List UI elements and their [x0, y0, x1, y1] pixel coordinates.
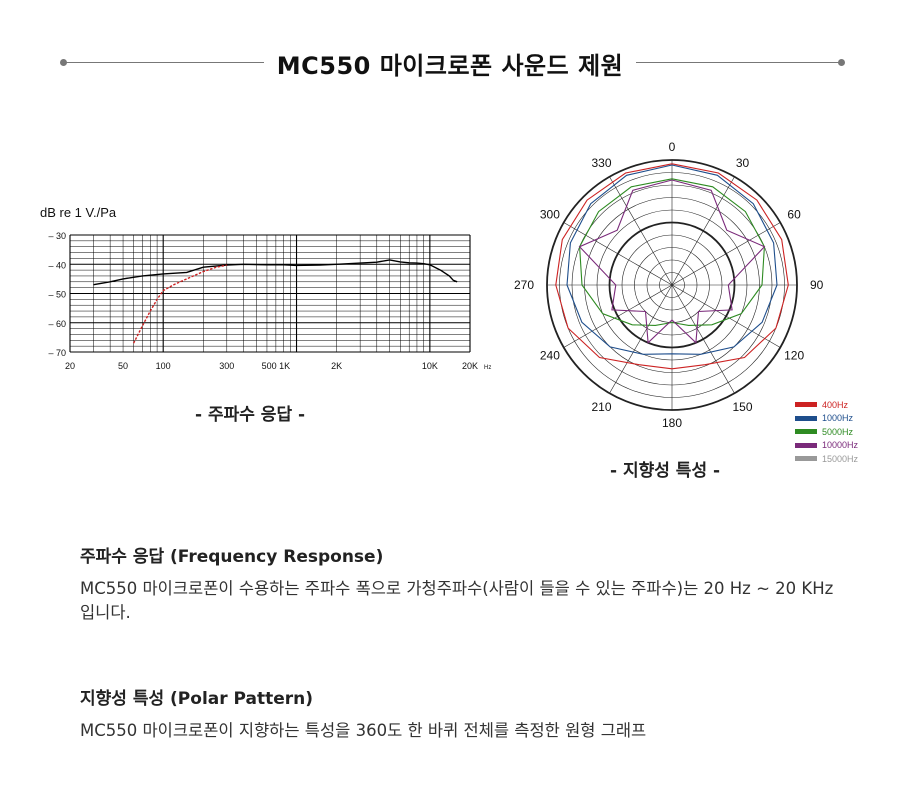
freq-x-tick-label: 100 — [156, 361, 171, 371]
header-dot-left — [60, 59, 67, 66]
legend-swatch-1000hz — [795, 415, 817, 421]
polar-spoke — [671, 284, 781, 348]
freq-y-tick-label: – 40 — [48, 260, 66, 270]
header-rule-right — [636, 62, 842, 63]
polar-spoke — [671, 284, 735, 394]
legend-label-5000hz: 5000Hz — [822, 426, 854, 437]
polar-pattern-chart: 0 30 60 90 120 150 180 210 240 270 300 330 — [514, 140, 824, 430]
page-title: MC550 마이크로폰 사운드 제원 — [276, 52, 624, 80]
legend-label-400hz: 400Hz — [822, 399, 849, 410]
freq-series-line-0 — [93, 259, 458, 286]
legend-item-10000hz: 10000Hz — [795, 439, 895, 453]
freq-y-tick-label: – 30 — [48, 231, 66, 241]
frequency-response-caption: - 주파수 응답 - — [195, 405, 306, 425]
freq-x-tick-label: 20 — [65, 361, 75, 371]
freq-x-tick-label: 50 — [118, 361, 128, 371]
page-header: MC550 마이크로폰 사운드 제원 — [0, 40, 900, 90]
polar-spoke — [563, 222, 673, 286]
freq-x-unit-label: Hz — [484, 365, 491, 371]
polar-angle-label: 120 — [784, 349, 804, 363]
freq-x-tick-label: 500 1K — [262, 361, 291, 371]
polar-series-line-0 — [555, 163, 789, 370]
legend-label-10000hz: 10000Hz — [822, 440, 859, 451]
legend-swatch-5000hz — [795, 429, 817, 435]
legend-item-1000hz: 1000Hz — [795, 412, 895, 426]
freq-x-tick-label: 300 — [219, 361, 234, 371]
freq-y-tick-label: – 70 — [48, 348, 66, 358]
frequency-response-section: 주파수 응답 (Frequency Response) MC550 마이크로폰이… — [80, 542, 840, 625]
polar-spoke — [609, 176, 673, 286]
polar-series-line-2 — [579, 178, 765, 326]
legend-label-1000hz: 1000Hz — [822, 413, 854, 424]
legend-item-400hz: 400Hz — [795, 398, 895, 412]
polar-angle-label: 180 — [662, 416, 682, 430]
freq-x-tick-label: 2K — [331, 361, 342, 371]
polar-angle-label: 330 — [591, 156, 611, 170]
polar-pattern-description: MC550 마이크로폰이 지향하는 특성을 360도 한 바퀴 전체를 측정한 … — [80, 721, 647, 740]
legend-item-15000hz: 15000Hz — [795, 452, 895, 466]
polar-pattern-heading: 지향성 특성 (Polar Pattern) — [80, 689, 314, 709]
polar-angle-label: 30 — [736, 156, 750, 170]
legend-item-5000hz: 5000Hz — [795, 425, 895, 439]
polar-angle-label: 60 — [787, 208, 801, 222]
freq-y-axis-label: dB re 1 V./Pa — [40, 205, 117, 220]
polar-angle-label: 240 — [540, 349, 560, 363]
freq-series-line-1 — [132, 264, 227, 344]
freq-y-tick-label: – 50 — [48, 290, 66, 300]
polar-angle-label: 0 — [669, 140, 676, 154]
polar-spoke — [671, 222, 781, 286]
legend-swatch-10000hz — [795, 442, 817, 448]
polar-angle-label: 270 — [514, 278, 534, 292]
legend-swatch-15000hz — [795, 456, 817, 462]
polar-spoke — [671, 176, 735, 286]
polar-spoke — [563, 284, 673, 348]
polar-pattern-section: 지향성 특성 (Polar Pattern) MC550 마이크로폰이 지향하는… — [80, 684, 840, 743]
polar-angle-label: 90 — [810, 278, 824, 292]
polar-angle-label: 210 — [591, 400, 611, 414]
header-rule-left — [64, 62, 264, 63]
freq-y-tick-label: – 60 — [48, 319, 66, 329]
freq-x-tick-label: 10K — [422, 361, 438, 371]
legend-label-15000hz: 15000Hz — [822, 453, 859, 464]
polar-pattern-caption: - 지향성 특성 - — [610, 461, 721, 481]
legend-swatch-400hz — [795, 402, 817, 408]
freq-x-tick-label: 20K — [462, 361, 478, 371]
frequency-response-description: MC550 마이크로폰이 수용하는 주파수 폭으로 가청주파수(사람이 들을 수… — [80, 579, 834, 622]
polar-legend: 400Hz 1000Hz 5000Hz 10000Hz 15000Hz — [795, 398, 895, 466]
polar-angle-label: 150 — [732, 400, 752, 414]
frequency-response-heading: 주파수 응답 (Frequency Response) — [80, 547, 384, 567]
header-dot-right — [838, 59, 845, 66]
polar-spoke — [609, 284, 673, 394]
polar-series-line-3 — [578, 179, 766, 344]
frequency-response-chart: dB re 1 V./Pa – 30 – 40 – 50 – 60 – 70 20 50 10… — [40, 205, 491, 371]
polar-series-line-1 — [566, 164, 778, 355]
polar-angle-label: 300 — [540, 208, 560, 222]
